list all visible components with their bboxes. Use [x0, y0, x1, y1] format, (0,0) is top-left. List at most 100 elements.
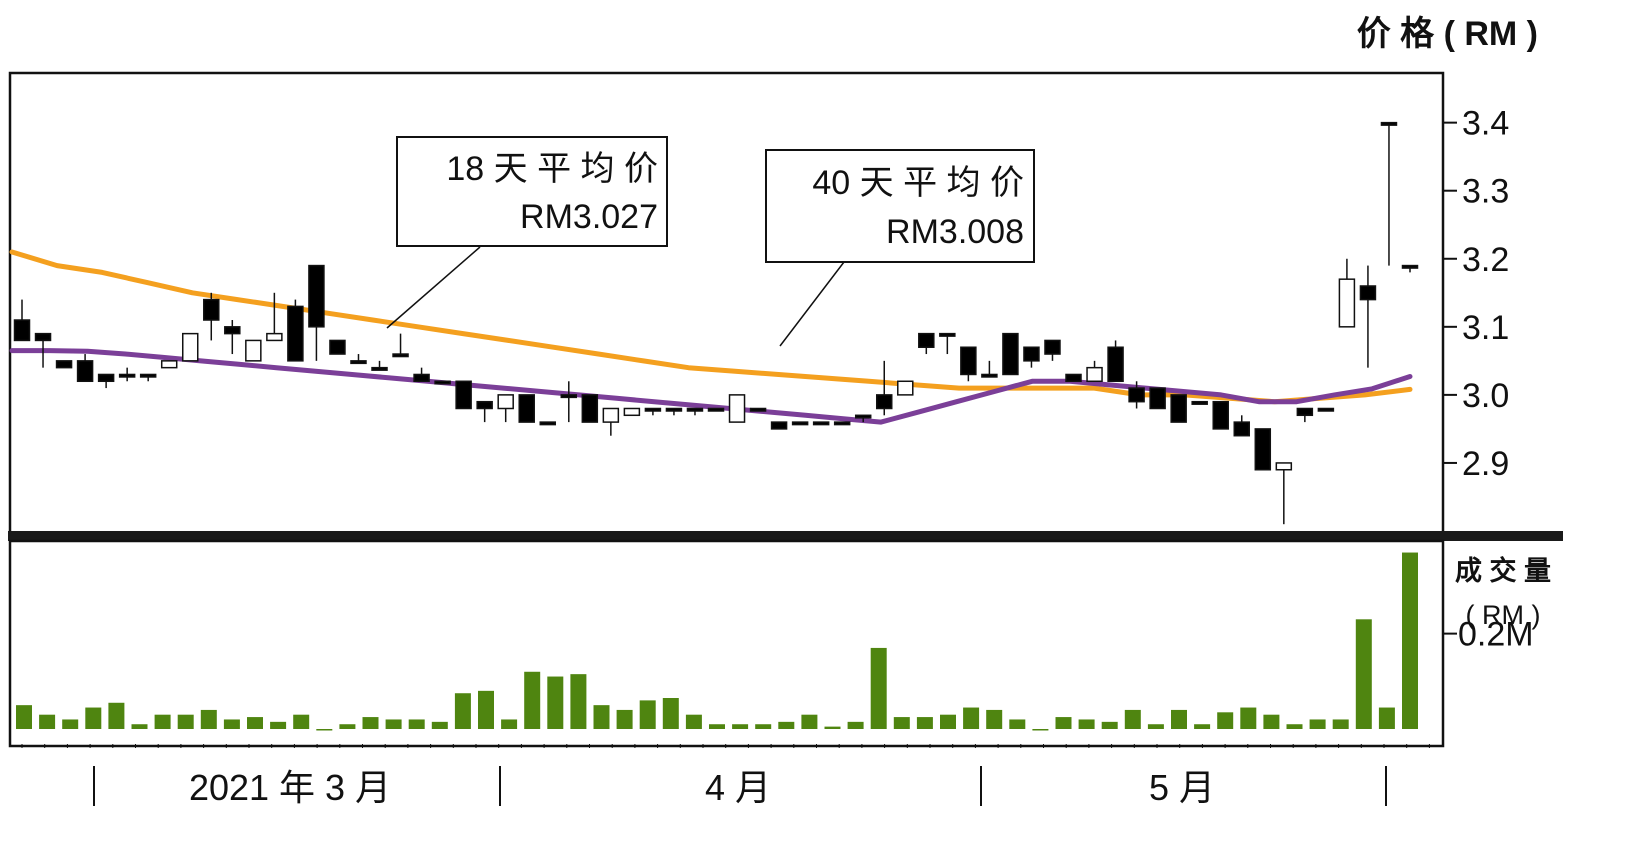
candle-down	[560, 394, 578, 399]
price-tick-label: 3.2	[1462, 241, 1509, 279]
price-tick-label: 3.3	[1462, 173, 1509, 211]
volume-bar	[454, 693, 471, 729]
candle-down	[371, 366, 388, 371]
candle-down	[1317, 407, 1335, 412]
candle-down	[34, 332, 52, 342]
candle-down	[1191, 400, 1208, 405]
candle-down	[539, 421, 557, 426]
candle-down	[854, 414, 872, 419]
volume-bar	[801, 714, 818, 729]
volume-bar	[732, 724, 749, 729]
candle-down	[1044, 339, 1061, 355]
volume-bar	[131, 724, 148, 729]
volume-bar	[870, 647, 887, 729]
volume-bar	[847, 721, 864, 729]
candle-up	[497, 394, 514, 410]
candle-down	[749, 407, 767, 412]
volume-bar	[916, 717, 933, 729]
volume-bar	[755, 724, 772, 729]
volume-axis-title-line2: ( RM )	[1466, 600, 1541, 630]
candle-down	[350, 360, 367, 365]
candle-up	[160, 360, 178, 369]
candle-down	[686, 407, 704, 412]
candle-down	[1065, 373, 1082, 383]
candle-down	[139, 373, 157, 378]
volume-bar	[1263, 714, 1280, 729]
volume-bar	[316, 729, 333, 731]
candle-up	[1338, 278, 1356, 328]
volume-bar	[685, 714, 702, 729]
candle-down	[1380, 121, 1398, 126]
candle-up	[602, 407, 620, 423]
volume-bar	[1009, 719, 1026, 729]
candle-down	[1107, 346, 1124, 383]
volume-bar	[270, 721, 287, 729]
ma18-line	[9, 348, 1413, 425]
volume-bar	[1355, 619, 1372, 729]
volume-bar	[1055, 717, 1072, 729]
candle-down	[939, 332, 956, 337]
volume-bar	[639, 700, 656, 729]
candle-down	[960, 346, 977, 376]
candle-down	[76, 360, 94, 383]
volume-bar	[1309, 719, 1326, 729]
volume-bar	[1171, 709, 1187, 729]
candle-down	[308, 264, 325, 328]
price-tick-label: 3.1	[1462, 309, 1509, 347]
candle-down	[224, 326, 241, 335]
candle-down	[392, 353, 409, 358]
volume-bar	[963, 707, 980, 729]
candle-down	[518, 394, 535, 423]
candle-down	[287, 305, 304, 362]
price-tick-label: 2.9	[1462, 445, 1509, 483]
candle-down	[1254, 428, 1272, 471]
volume-bar	[62, 719, 79, 729]
volume-bar	[1378, 707, 1395, 729]
candle-up	[266, 332, 283, 342]
candle-up	[1086, 366, 1103, 383]
volume-bar	[431, 721, 448, 729]
candle-down	[97, 373, 115, 383]
candle-down	[1128, 387, 1145, 403]
candle-down	[1149, 387, 1166, 410]
candle-up	[245, 339, 262, 362]
candle-down	[812, 421, 830, 426]
volume-bar	[524, 671, 541, 729]
volume-bar	[893, 717, 910, 729]
candle-down	[791, 421, 809, 426]
price-axis-title: 价 格 ( RM )	[1357, 15, 1538, 53]
volume-bar	[200, 709, 217, 729]
candle-down	[413, 373, 430, 383]
ma40-value: RM3.008	[886, 213, 1024, 251]
volume-bar	[986, 709, 1003, 729]
volume-bar	[154, 714, 171, 729]
price-tick-label: 3.0	[1462, 377, 1509, 415]
volume-bar	[1032, 729, 1049, 731]
candle-down	[329, 339, 346, 355]
candle-down	[875, 394, 893, 410]
candle-down	[1002, 332, 1019, 376]
volume-bar	[1217, 712, 1234, 729]
candle-down	[476, 400, 493, 410]
volume-bar	[362, 717, 379, 729]
candle-down	[981, 373, 998, 378]
candle-up	[181, 332, 199, 362]
volume-bar	[1101, 721, 1118, 729]
candle-down	[55, 360, 73, 369]
volume-bar	[408, 719, 425, 729]
volume-bar	[177, 714, 194, 729]
volume-bar	[1078, 719, 1095, 729]
month-label-march: 2021 年 3 月	[189, 767, 391, 808]
candle-down	[1212, 400, 1229, 430]
price-tick-label: 3.4	[1462, 105, 1509, 143]
ma40-label: 40 天 平 均 价	[812, 164, 1024, 202]
candle-down	[1023, 346, 1040, 362]
volume-axis-title-line1: 成 交 量	[1455, 555, 1551, 586]
volume-bar	[662, 698, 679, 729]
ma18-value: RM3.027	[520, 198, 658, 236]
candle-down	[13, 319, 31, 342]
volume-bar	[223, 719, 240, 729]
volume-bar	[478, 690, 494, 729]
volume-bar	[547, 676, 564, 729]
panel-separator	[8, 531, 1563, 541]
